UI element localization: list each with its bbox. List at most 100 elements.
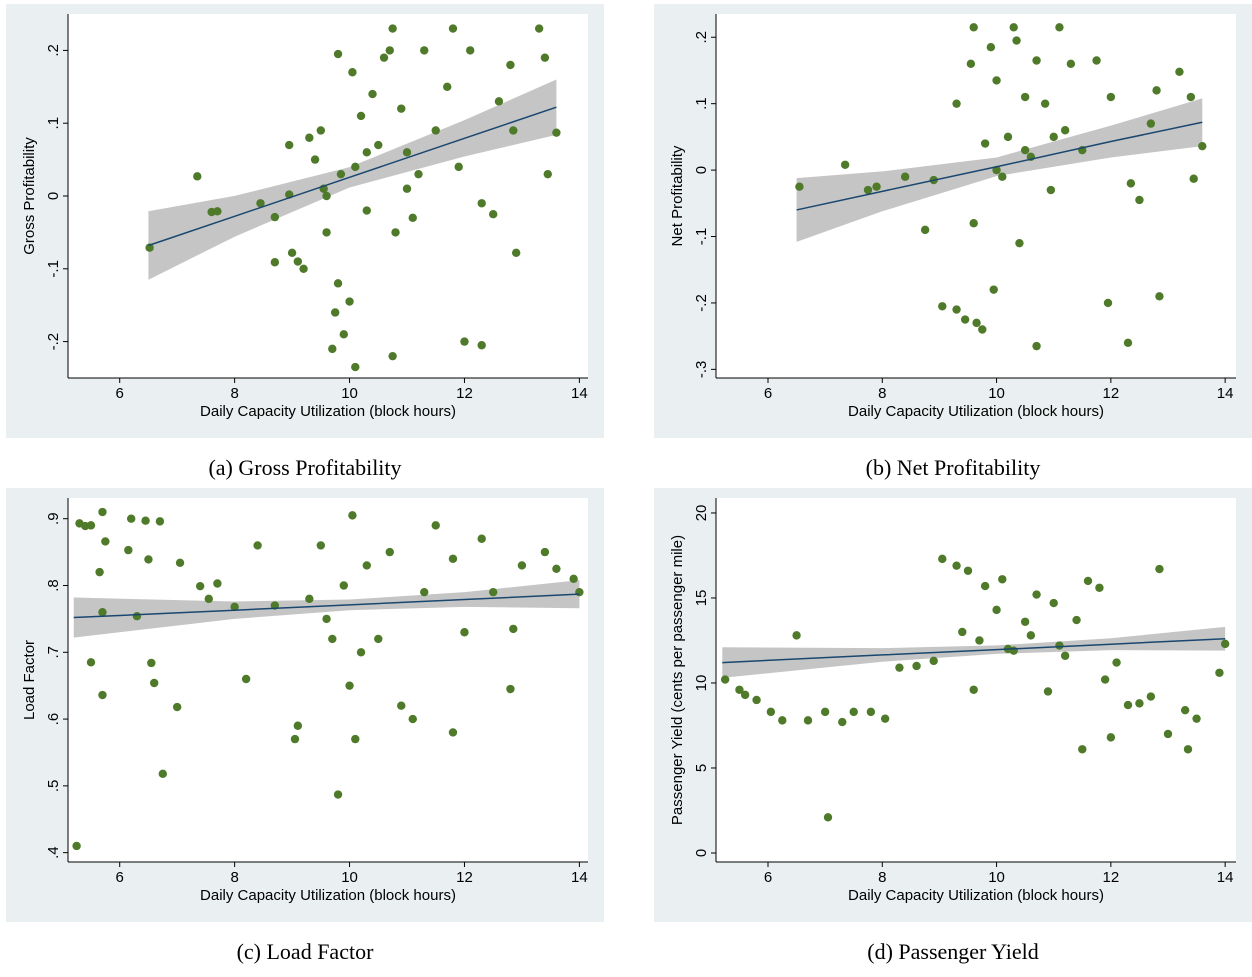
data-point: [969, 685, 978, 694]
fit-line: [148, 106, 557, 247]
data-point: [213, 207, 222, 216]
y-tick-label: .4: [45, 846, 62, 859]
data-point: [98, 690, 107, 700]
data-point: [534, 24, 544, 33]
data-point: [540, 547, 550, 557]
data-point: [270, 258, 280, 267]
data-point: [230, 602, 239, 612]
data-point: [735, 685, 744, 694]
data-point: [494, 97, 504, 106]
data-point: [912, 661, 921, 671]
y-tick-label: 15: [693, 590, 710, 607]
data-point: [506, 60, 515, 70]
data-point: [397, 701, 406, 710]
data-point: [322, 191, 331, 201]
data-point: [963, 566, 973, 575]
data-point: [552, 128, 561, 137]
data-point: [740, 690, 750, 700]
data-point: [929, 656, 938, 666]
data-point: [144, 555, 153, 564]
data-point: [1043, 687, 1053, 696]
data-point: [362, 148, 371, 157]
data-point: [1220, 639, 1230, 649]
data-point: [938, 554, 947, 564]
data-point: [287, 248, 297, 257]
data-point: [795, 182, 804, 191]
data-point: [989, 285, 998, 294]
confidence-band: [73, 580, 580, 638]
data-point: [978, 325, 987, 334]
data-point: [454, 162, 463, 172]
data-point: [969, 219, 978, 228]
x-tick-label: 8: [230, 869, 238, 886]
confidence-band: [722, 626, 1226, 678]
data-point: [256, 199, 265, 208]
data-point: [253, 541, 262, 550]
y-tick-label: 5: [693, 764, 710, 772]
data-point: [270, 212, 280, 222]
data-point: [1106, 733, 1116, 742]
data-point: [1015, 238, 1024, 248]
data-point: [895, 663, 904, 672]
data-point: [569, 574, 578, 584]
data-point: [1198, 141, 1207, 151]
data-point: [960, 315, 970, 324]
x-tick-label: 10: [988, 385, 1005, 402]
data-point: [316, 541, 326, 550]
data-point: [1032, 56, 1041, 65]
data-point: [172, 702, 182, 712]
data-point: [509, 624, 518, 634]
y-tick-label: .8: [45, 579, 62, 592]
data-point: [305, 133, 314, 142]
data-point: [374, 634, 383, 644]
y-tick-label: .7: [45, 646, 62, 659]
data-point: [1135, 195, 1144, 205]
data-point: [966, 59, 976, 69]
data-point: [351, 362, 360, 372]
data-point: [1092, 56, 1101, 65]
data-point: [1040, 99, 1050, 108]
data-point: [149, 678, 159, 688]
plot-area: [68, 498, 588, 862]
data-point: [720, 675, 730, 684]
x-tick-label: 10: [341, 385, 358, 402]
data-point: [866, 707, 876, 717]
y-tick-label: .1: [693, 97, 710, 110]
data-point: [351, 734, 360, 744]
data-point: [1186, 92, 1196, 102]
data-point: [322, 614, 331, 624]
y-tick-label: .9: [45, 512, 62, 525]
data-point: [336, 169, 346, 179]
data-point: [992, 165, 1001, 175]
data-point: [1146, 119, 1156, 128]
data-point: [348, 511, 357, 520]
data-point: [488, 587, 498, 597]
data-point: [1020, 145, 1030, 155]
data-point: [213, 579, 222, 588]
data-point: [952, 561, 961, 570]
data-point: [333, 279, 343, 288]
data-point: [840, 160, 850, 169]
caption: (d) Passenger Yield: [867, 939, 1038, 964]
data-point: [448, 728, 458, 737]
data-point: [477, 534, 486, 543]
data-point: [86, 521, 96, 530]
data-point: [1215, 668, 1224, 677]
data-point: [778, 716, 787, 725]
x-tick-label: 6: [116, 869, 124, 886]
data-point: [488, 210, 498, 219]
data-point: [305, 594, 314, 604]
y-tick-label: .2: [693, 31, 710, 44]
data-point: [374, 140, 383, 150]
data-point: [1123, 700, 1133, 710]
caption: (b) Net Profitability: [866, 455, 1041, 480]
data-point: [420, 46, 429, 55]
data-point: [1046, 185, 1056, 195]
fit-line: [722, 638, 1226, 664]
data-point: [838, 717, 847, 727]
data-point: [333, 790, 343, 799]
data-point: [980, 139, 990, 148]
data-point: [431, 521, 440, 530]
data-point: [95, 567, 104, 577]
